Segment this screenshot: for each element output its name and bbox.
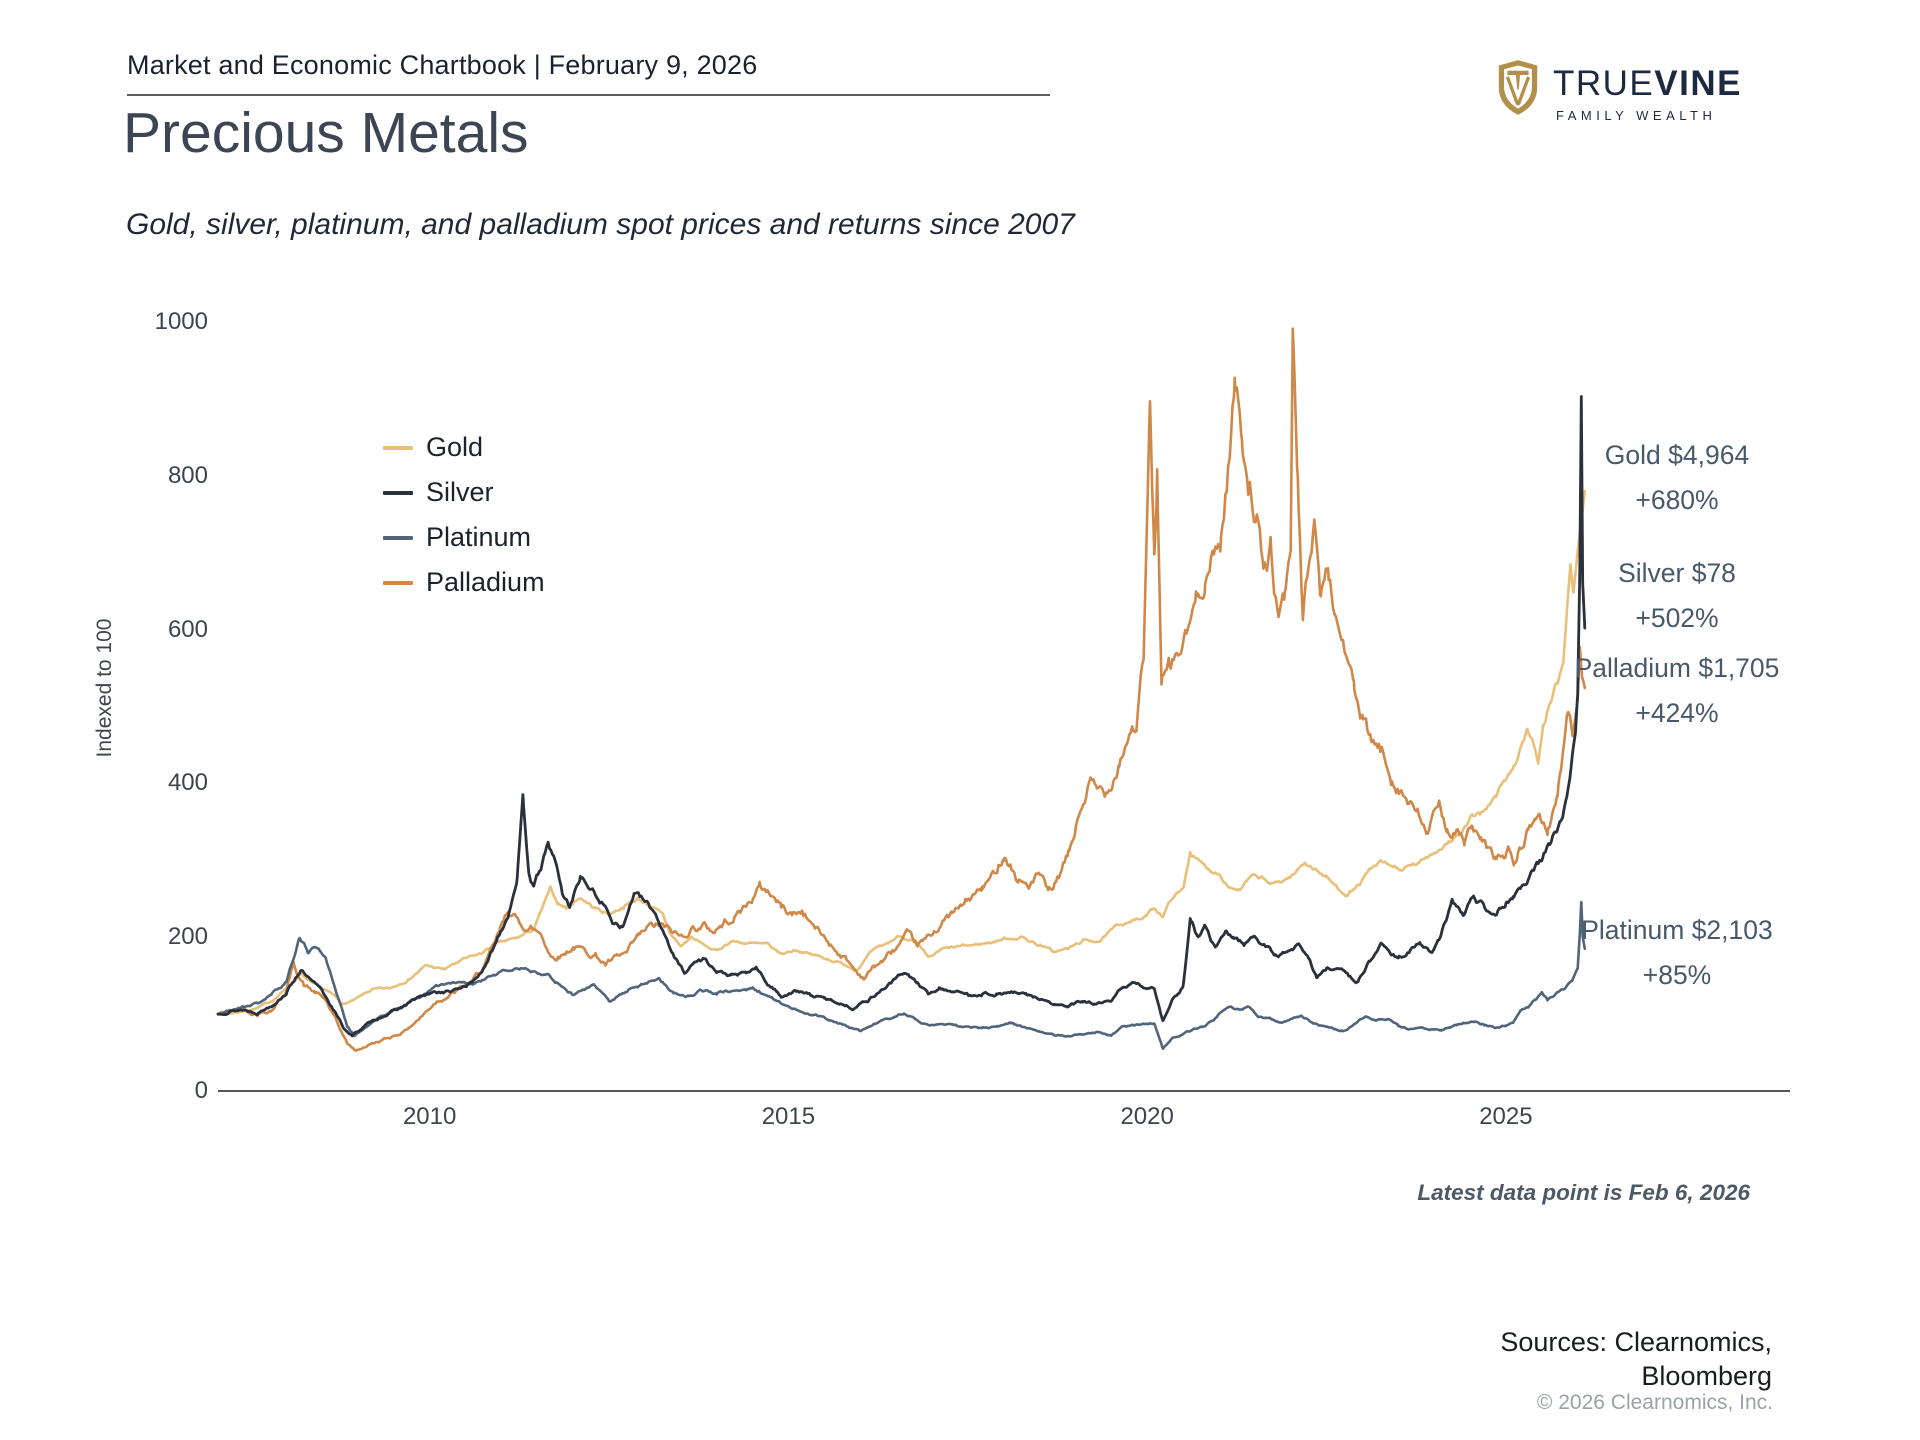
annotation-platinum-price: Platinum $2,103 (1581, 915, 1773, 945)
annotation-palladium-price: Palladium $1,705 (1574, 653, 1780, 683)
truevine-logo: TRUEVINE FAMILY WEALTH (1494, 58, 1742, 123)
x-tick-2015: 2015 (761, 1103, 816, 1130)
y-axis-label: Indexed to 100 (93, 618, 116, 758)
y-tick-0: 0 (194, 1077, 208, 1104)
legend-item-platinum: Platinum (383, 515, 531, 560)
legend-label-platinum: Platinum (426, 522, 532, 552)
x-tick-2010: 2010 (402, 1103, 457, 1130)
logo-brand-true: TRUE (1553, 64, 1655, 103)
annotation-silver-return: +502% (1635, 603, 1719, 633)
annotation-platinum-return: +85% (1642, 960, 1712, 990)
y-tick-800: 800 (167, 461, 208, 489)
annotation-palladium: Palladium $1,705 +424% (1512, 646, 1842, 736)
silver-swatch-icon (383, 490, 413, 495)
truevine-shield-icon (1498, 60, 1538, 115)
x-tick-2020: 2020 (1120, 1103, 1174, 1130)
logo-tagline: FAMILY WEALTH (1556, 108, 1717, 123)
annotation-gold: Gold $4,964 +680% (1512, 433, 1842, 523)
y-tick-600: 600 (167, 615, 208, 643)
annotation-platinum: Platinum $2,103 +85% (1512, 908, 1842, 998)
annotation-silver-price: Silver $78 (1618, 558, 1736, 588)
legend-item-gold: Gold (383, 425, 483, 470)
legend-label-gold: Gold (426, 432, 484, 462)
gold-swatch-icon (383, 445, 413, 450)
platinum-line (216, 900, 1587, 1050)
sources-line-2: Bloomberg (1641, 1361, 1772, 1391)
chartbook-header: Market and Economic Chartbook | February… (127, 50, 758, 80)
annotation-gold-return: +680% (1635, 485, 1719, 515)
y-tick-1000: 1000 (154, 308, 208, 335)
latest-data-footnote: Latest data point is Feb 6, 2026 (1417, 1180, 1750, 1205)
legend-item-silver: Silver (383, 470, 494, 515)
annotation-gold-price: Gold $4,964 (1604, 440, 1750, 470)
logo-brand-vine: VINE (1654, 64, 1742, 103)
copyright-text: © 2026 Clearnomics, Inc. (1536, 1391, 1773, 1414)
sources-text: Sources: Clearnomics, Bloomberg (1500, 1325, 1772, 1393)
y-tick-200: 200 (167, 923, 208, 951)
logo-text: TRUEVINE FAMILY WEALTH (1553, 66, 1742, 123)
legend-label-silver: Silver (426, 477, 494, 507)
y-tick-400: 400 (167, 769, 208, 797)
page-title: Precious Metals (123, 101, 529, 165)
sources-line-1: Sources: Clearnomics, (1500, 1327, 1772, 1357)
header-divider (127, 94, 1050, 96)
logo-brand: TRUEVINE (1553, 66, 1742, 101)
page-subtitle: Gold, silver, platinum, and palladium sp… (126, 208, 1075, 241)
x-tick-2025: 2025 (1479, 1103, 1533, 1130)
platinum-swatch-icon (383, 535, 413, 540)
palladium-swatch-icon (383, 580, 413, 585)
legend-label-palladium: Palladium (426, 567, 545, 597)
annotation-palladium-return: +424% (1635, 698, 1719, 728)
annotation-silver: Silver $78 +502% (1512, 551, 1842, 641)
legend-item-palladium: Palladium (383, 560, 545, 605)
